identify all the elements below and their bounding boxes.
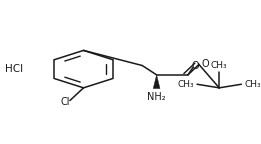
Text: Cl: Cl (61, 97, 70, 107)
Text: CH₃: CH₃ (211, 61, 228, 70)
Text: O: O (201, 59, 209, 69)
Text: HCl: HCl (5, 64, 23, 74)
Text: CH₃: CH₃ (244, 80, 261, 89)
Text: NH₂: NH₂ (147, 92, 166, 102)
Text: O: O (192, 60, 200, 71)
Polygon shape (153, 75, 160, 89)
Text: CH₃: CH₃ (178, 80, 194, 89)
